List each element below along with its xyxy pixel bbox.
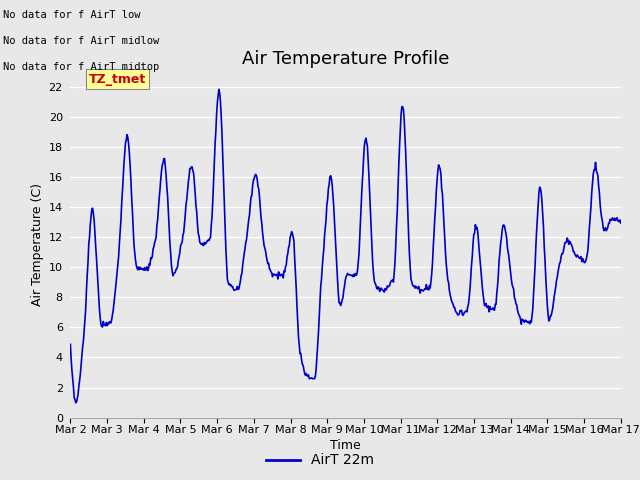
- Title: Air Temperature Profile: Air Temperature Profile: [242, 49, 449, 68]
- Y-axis label: Air Temperature (C): Air Temperature (C): [31, 183, 44, 306]
- Text: TZ_tmet: TZ_tmet: [89, 72, 146, 85]
- Text: No data for f AirT midtop: No data for f AirT midtop: [3, 62, 159, 72]
- Legend: AirT 22m: AirT 22m: [260, 448, 380, 473]
- Text: No data for f AirT midlow: No data for f AirT midlow: [3, 36, 159, 46]
- Text: No data for f AirT low: No data for f AirT low: [3, 10, 141, 20]
- X-axis label: Time: Time: [330, 439, 361, 453]
